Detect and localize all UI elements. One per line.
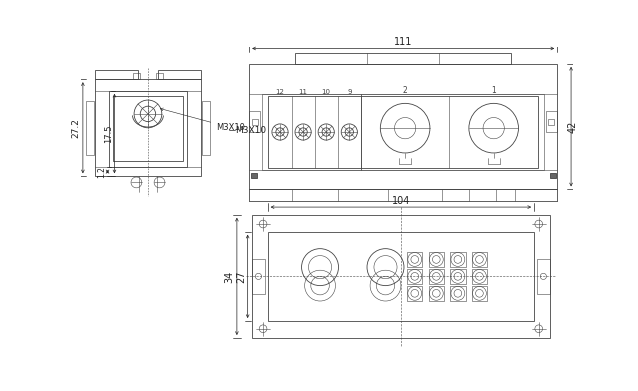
Text: 27: 27: [236, 270, 246, 283]
Bar: [251, 173, 257, 178]
Bar: [546, 111, 557, 133]
Bar: [252, 259, 265, 294]
Bar: [269, 96, 538, 168]
Text: 1: 1: [491, 86, 496, 95]
Text: 27.2: 27.2: [71, 118, 80, 138]
Bar: [202, 101, 210, 155]
Bar: [252, 118, 258, 125]
Bar: [86, 101, 94, 155]
Bar: [262, 94, 361, 170]
Text: 9: 9: [347, 90, 352, 95]
Text: 104: 104: [392, 196, 410, 206]
Bar: [537, 259, 549, 294]
Bar: [471, 252, 487, 267]
Bar: [295, 53, 511, 64]
Bar: [361, 94, 544, 170]
Bar: [133, 73, 140, 79]
Text: 42: 42: [567, 120, 577, 133]
Bar: [450, 252, 466, 267]
Bar: [429, 252, 444, 267]
Bar: [252, 215, 549, 338]
Bar: [109, 91, 187, 167]
Bar: [158, 70, 201, 79]
Bar: [407, 269, 422, 284]
Text: 10: 10: [322, 90, 330, 95]
Text: 12: 12: [276, 90, 285, 95]
Bar: [249, 64, 557, 189]
Bar: [471, 285, 487, 301]
Bar: [249, 111, 260, 133]
Text: 11: 11: [299, 90, 308, 95]
Bar: [113, 96, 183, 161]
Bar: [450, 285, 466, 301]
Bar: [429, 285, 444, 301]
Text: 1.2: 1.2: [97, 166, 106, 178]
Bar: [95, 70, 138, 79]
Bar: [549, 173, 556, 178]
Bar: [407, 285, 422, 301]
Text: M3X10: M3X10: [161, 108, 245, 132]
Bar: [429, 269, 444, 284]
Text: M3X10: M3X10: [235, 126, 267, 135]
Text: 2: 2: [403, 86, 408, 95]
Text: 34: 34: [225, 270, 235, 283]
Bar: [471, 269, 487, 284]
Text: 17.5: 17.5: [104, 124, 113, 143]
Text: 111: 111: [394, 37, 412, 47]
Bar: [548, 118, 554, 125]
Bar: [450, 269, 466, 284]
Bar: [268, 232, 534, 321]
Bar: [156, 73, 163, 79]
Bar: [407, 252, 422, 267]
Bar: [95, 79, 201, 176]
